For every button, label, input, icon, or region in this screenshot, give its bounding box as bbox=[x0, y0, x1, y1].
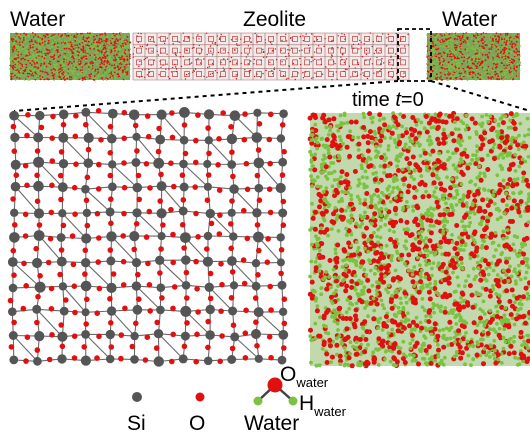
legend: Owater Hwater Si O Water bbox=[127, 363, 347, 435]
water-h-marker-left bbox=[253, 396, 263, 406]
o-legend-label: O bbox=[189, 412, 205, 435]
o-legend-marker bbox=[195, 392, 205, 402]
zeolite-structure-panel bbox=[7, 107, 289, 367]
zeolite-label: Zeolite bbox=[243, 8, 306, 31]
water-h-marker-right bbox=[288, 396, 298, 406]
water-left-label: Water bbox=[10, 8, 65, 31]
si-legend-label: Si bbox=[127, 412, 146, 435]
water-structure-panel bbox=[307, 110, 530, 369]
water-o-marker bbox=[267, 377, 283, 393]
zoom-region-box bbox=[397, 28, 432, 82]
water-right-label: Water bbox=[442, 8, 497, 31]
time-label: time t=0 bbox=[352, 89, 424, 111]
water-slab-right bbox=[426, 32, 521, 81]
h-water-label: Hwater bbox=[299, 392, 347, 419]
o-water-label: Owater bbox=[280, 363, 329, 390]
water-legend-label: Water bbox=[244, 412, 299, 435]
water-slab-left bbox=[9, 32, 131, 81]
zoom-line-right bbox=[430, 80, 530, 112]
zeolite-slab bbox=[132, 32, 410, 81]
zoom-line-left bbox=[13, 80, 399, 112]
si-legend-marker bbox=[132, 392, 142, 402]
